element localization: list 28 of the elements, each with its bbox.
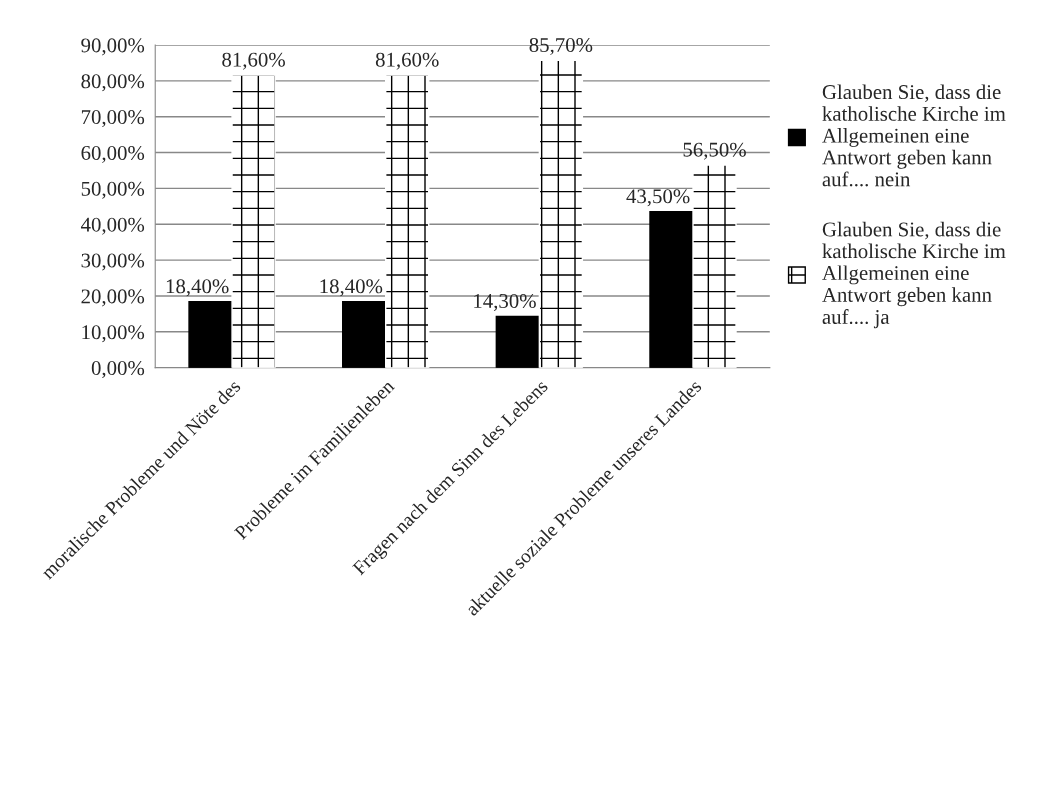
data-label: 81,60%	[375, 52, 439, 70]
data-label: 43,50%	[626, 189, 690, 207]
y-tick-label: 0,00%	[91, 361, 145, 379]
legend-label: Glauben Sie, dass die katholische Kirche im Allgemeinen eine Antwort geben kann auf.... nein	[822, 84, 1006, 187]
legend-label: Glauben Sie, dass die katholische Kirche im Allgemeinen eine Antwort geben kann auf.... ja	[822, 221, 1006, 329]
y-tick-label: 40,00%	[80, 217, 145, 235]
data-label: 18,40%	[320, 279, 383, 297]
bar	[188, 301, 233, 368]
bar	[231, 74, 276, 368]
data-label: 18,40%	[166, 279, 229, 297]
bar	[538, 59, 584, 368]
data-label: 85,70%	[529, 37, 593, 55]
y-tick-label: 80,00%	[81, 74, 145, 92]
y-tick-label: 30,00%	[81, 253, 145, 271]
bar	[649, 211, 694, 368]
bar	[692, 164, 737, 368]
bar	[341, 301, 387, 368]
y-tick-label: 90,00%	[81, 38, 145, 56]
data-label: 56,50%	[683, 142, 746, 160]
bar	[385, 74, 430, 368]
y-tick-label: 70,00%	[81, 110, 145, 128]
y-tick-label: 10,00%	[82, 325, 145, 343]
y-tick-label: 20,00%	[81, 289, 145, 307]
data-label: 14,30%	[474, 293, 536, 311]
data-label: 81,60%	[222, 52, 285, 70]
y-tick-label: 50,00%	[81, 181, 145, 199]
bar	[495, 315, 541, 368]
y-tick-label: 60,00%	[81, 145, 145, 163]
